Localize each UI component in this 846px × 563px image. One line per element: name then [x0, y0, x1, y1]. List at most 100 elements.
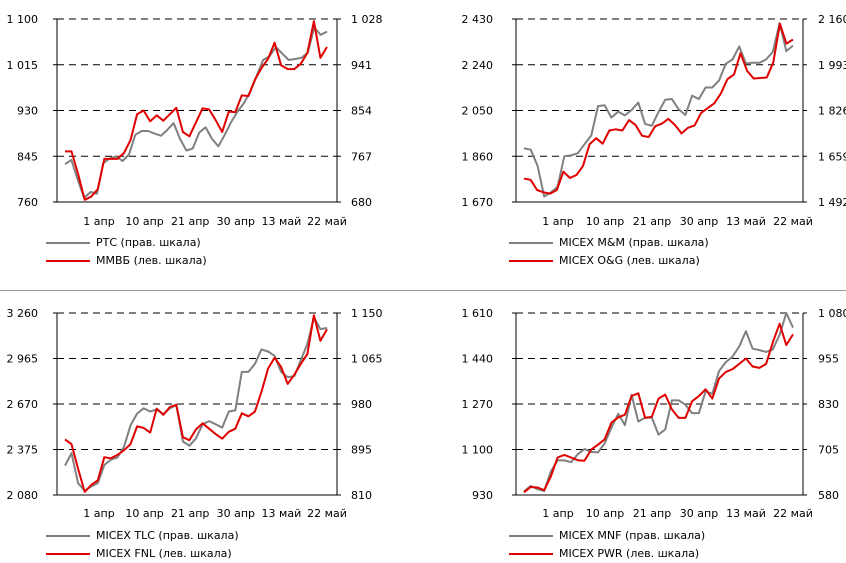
right-axis-tick-label: 767 [351, 150, 372, 163]
right-axis-tick-label: 1 065 [351, 353, 383, 366]
legend-swatch [46, 260, 90, 262]
right-axis-tick-label: 895 [351, 444, 372, 457]
legend-item: MICEX MNF (прав. шкала) [509, 527, 705, 545]
x-axis-tick-label: 30 апр [680, 507, 718, 520]
chart-mm-og: 1 670 1 492 1 860 1 659 2 050 1 826 2 240 1 993… [423, 0, 846, 290]
legend-swatch [509, 242, 553, 244]
right-axis-tick-label: 2 160 [818, 13, 846, 26]
legend-swatch [509, 260, 553, 262]
x-axis-tick-label: 21 апр [171, 507, 209, 520]
left-axis-tick-label: 930 [472, 489, 493, 502]
legend-label: РТС (прав. шкала) [96, 236, 201, 249]
left-axis-tick-label: 1 270 [462, 398, 494, 411]
chart-tlc-fnl: 2 080 810 2 375 895 2 670 980 2 965 1 065 3 260 1… [0, 290, 423, 561]
x-axis-tick-label: 10 апр [586, 507, 624, 520]
legend-swatch [509, 553, 553, 555]
x-axis-tick-label: 22 май [307, 215, 347, 228]
left-axis-tick-label: 1 860 [462, 150, 494, 163]
legend-item: РТС (прав. шкала) [46, 234, 207, 252]
series-line-right-scale [523, 312, 794, 493]
x-axis-tick-label: 21 апр [633, 507, 671, 520]
legend-item: MICEX PWR (лев. шкала) [509, 545, 705, 563]
left-axis-tick-label: 3 260 [7, 307, 39, 320]
left-axis-tick-label: 845 [17, 150, 38, 163]
left-axis-tick-label: 2 375 [7, 444, 39, 457]
left-axis-tick-label: 2 670 [7, 398, 39, 411]
left-axis-tick-label: 2 965 [7, 353, 39, 366]
left-axis-tick-label: 1 440 [462, 353, 494, 366]
x-axis-tick-label: 13 май [262, 507, 302, 520]
chart-svg: 1 670 1 492 1 860 1 659 2 050 1 826 2 240 1 993… [462, 13, 846, 228]
right-axis-tick-label: 941 [351, 59, 372, 72]
x-axis-tick-label: 22 май [307, 507, 347, 520]
x-axis-tick-label: 1 апр [542, 507, 573, 520]
legend-swatch [46, 535, 90, 537]
left-axis-tick-label: 1 100 [7, 13, 39, 26]
legend-label: MICEX FNL (лев. шкала) [96, 547, 232, 560]
x-axis-tick-label: 10 апр [586, 215, 624, 228]
legend-label: MICEX PWR (лев. шкала) [559, 547, 700, 560]
x-axis-tick-label: 10 апр [125, 215, 163, 228]
legend-item: MICEX FNL (лев. шкала) [46, 545, 239, 563]
series-line-left-scale [64, 314, 328, 493]
x-axis-tick-label: 13 май [726, 215, 766, 228]
legend-item: MICEX TLC (прав. шкала) [46, 527, 239, 545]
x-axis-tick-label: 13 май [726, 507, 766, 520]
right-axis-tick-label: 810 [351, 489, 372, 502]
right-axis-tick-label: 680 [351, 196, 372, 209]
legend-swatch [46, 553, 90, 555]
chart-svg: 930 580 1 100 705 1 270 830 1 440 955 1 610 1 080… [462, 307, 846, 520]
chart-legend: MICEX M&M (прав. шкала) MICEX O&G (лев. ш… [509, 234, 709, 270]
x-axis-tick-label: 30 апр [217, 507, 255, 520]
right-axis-tick-label: 980 [351, 398, 372, 411]
chart-legend: MICEX TLC (прав. шкала) MICEX FNL (лев. ш… [46, 527, 239, 563]
right-axis-tick-label: 1 993 [818, 59, 846, 72]
x-axis-tick-label: 22 май [773, 507, 813, 520]
right-axis-tick-label: 854 [351, 105, 372, 118]
left-axis-tick-label: 2 430 [462, 13, 494, 26]
legend-swatch [509, 535, 553, 537]
legend-label: MICEX TLC (прав. шкала) [96, 529, 239, 542]
left-axis-tick-label: 1 015 [7, 59, 39, 72]
series-line-right-scale [523, 22, 794, 198]
x-axis-tick-label: 1 апр [83, 215, 114, 228]
series-line-left-scale [523, 22, 794, 195]
right-axis-tick-label: 1 659 [818, 150, 846, 163]
right-axis-tick-label: 1 080 [818, 307, 846, 320]
legend-label: MICEX M&M (прав. шкала) [559, 236, 709, 249]
legend-item: MICEX O&G (лев. шкала) [509, 252, 709, 270]
left-axis-tick-label: 760 [17, 196, 38, 209]
series-line-left-scale [523, 322, 794, 494]
left-axis-tick-label: 930 [17, 105, 38, 118]
chart-mnf-pwr: 930 580 1 100 705 1 270 830 1 440 955 1 610 1 080… [423, 290, 846, 561]
x-axis-tick-label: 13 май [262, 215, 302, 228]
right-axis-tick-label: 1 826 [818, 105, 846, 118]
legend-label: MICEX MNF (прав. шкала) [559, 529, 706, 542]
left-axis-tick-label: 2 240 [462, 59, 494, 72]
chart-svg: 2 080 810 2 375 895 2 670 980 2 965 1 065 3 260 1… [7, 307, 383, 520]
left-axis-tick-label: 1 100 [462, 444, 494, 457]
left-axis-tick-label: 2 050 [462, 105, 494, 118]
right-axis-tick-label: 830 [818, 398, 839, 411]
right-axis-tick-label: 705 [818, 444, 839, 457]
right-axis-tick-label: 1 028 [351, 13, 383, 26]
x-axis-tick-label: 22 май [773, 215, 813, 228]
series-line-right-scale [64, 26, 328, 199]
right-axis-tick-label: 580 [818, 489, 839, 502]
x-axis-tick-label: 1 апр [542, 215, 573, 228]
x-axis-tick-label: 30 апр [680, 215, 718, 228]
legend-label: ММВБ (лев. шкала) [96, 254, 207, 267]
legend-item: MICEX M&M (прав. шкала) [509, 234, 709, 252]
right-axis-tick-label: 1 150 [351, 307, 383, 320]
right-axis-tick-label: 955 [818, 353, 839, 366]
chart-svg: 760 680 845 767 930 854 1 015 941 1 100 1 028 1 ап… [7, 13, 383, 228]
legend-item: ММВБ (лев. шкала) [46, 252, 207, 270]
x-axis-tick-label: 21 апр [171, 215, 209, 228]
left-axis-tick-label: 2 080 [7, 489, 39, 502]
left-axis-tick-label: 1 610 [462, 307, 494, 320]
legend-swatch [46, 242, 90, 244]
chart-legend: РТС (прав. шкала) ММВБ (лев. шкала) [46, 234, 207, 270]
chart-rts-mmvb: 760 680 845 767 930 854 1 015 941 1 100 1 028 1 ап… [0, 0, 423, 290]
section-divider [0, 290, 846, 291]
x-axis-tick-label: 30 апр [217, 215, 255, 228]
